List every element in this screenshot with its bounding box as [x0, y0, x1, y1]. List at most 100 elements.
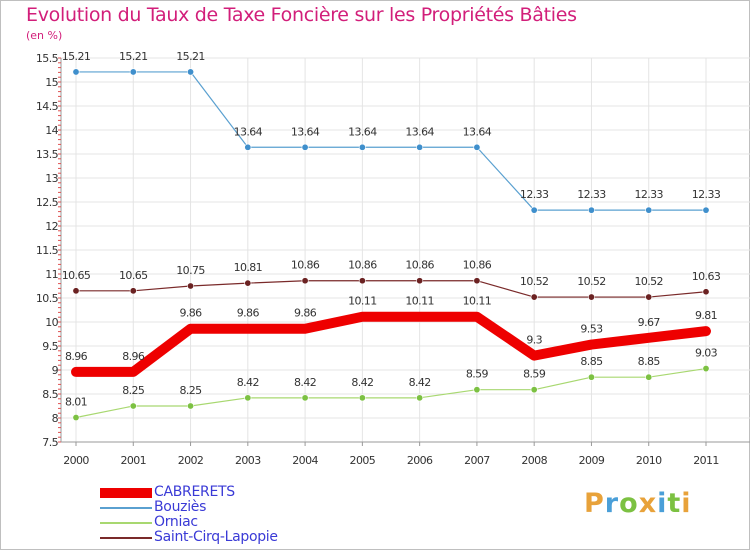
data-label: 10.65 — [62, 269, 91, 282]
data-label: 10.75 — [176, 264, 205, 277]
data-label: 8.85 — [580, 355, 603, 368]
y-tick-label: 12.5 — [36, 196, 59, 209]
y-tick-label: 11 — [45, 268, 58, 281]
data-label: 9.81 — [695, 309, 717, 322]
data-label: 13.64 — [291, 125, 320, 138]
data-point — [702, 206, 710, 214]
data-label: 10.52 — [577, 275, 606, 288]
data-point — [187, 68, 195, 76]
data-label: 9.03 — [695, 347, 718, 360]
data-label: 8.42 — [237, 376, 259, 389]
brand-letter: t — [667, 488, 682, 519]
brand-letter: o — [619, 488, 639, 519]
legend-swatch — [100, 536, 152, 539]
data-label: 9.86 — [294, 307, 317, 320]
legend-item: Orniac — [100, 515, 278, 530]
data-label: 12.33 — [692, 188, 721, 201]
data-label: 12.33 — [520, 188, 549, 201]
data-point — [72, 287, 80, 295]
data-point — [244, 394, 252, 402]
data-label: 8.42 — [294, 376, 316, 389]
data-label: 10.86 — [405, 259, 434, 272]
x-tick-label: 2005 — [350, 454, 376, 467]
x-tick-label: 2007 — [464, 454, 490, 467]
data-label: 8.85 — [638, 355, 661, 368]
data-point — [702, 365, 710, 373]
data-point — [129, 402, 137, 410]
data-point — [587, 293, 595, 301]
data-point — [129, 68, 137, 76]
data-point — [416, 143, 424, 151]
data-point — [129, 287, 137, 295]
data-point — [530, 206, 538, 214]
data-label: 13.64 — [348, 125, 377, 138]
data-point — [72, 68, 80, 76]
y-tick-label: 11.5 — [36, 244, 59, 257]
legend-swatch — [100, 487, 152, 498]
data-label: 12.33 — [634, 188, 663, 201]
brand-letter: P — [584, 488, 605, 519]
data-label: 8.42 — [351, 376, 373, 389]
data-point — [473, 277, 481, 285]
x-tick-label: 2001 — [120, 454, 146, 467]
data-label: 8.96 — [65, 350, 88, 363]
data-point — [587, 206, 595, 214]
data-label: 8.01 — [65, 396, 87, 409]
y-tick-label: 8.5 — [42, 388, 58, 401]
data-point — [587, 373, 595, 381]
data-label: 8.42 — [409, 376, 431, 389]
data-point — [187, 282, 195, 290]
x-tick-label: 2006 — [407, 454, 433, 467]
x-tick-label: 2003 — [235, 454, 261, 467]
data-label: 12.33 — [577, 188, 606, 201]
y-tick-label: 10 — [45, 316, 58, 329]
x-tick-label: 2009 — [579, 454, 605, 467]
brand-letter: r — [604, 488, 620, 519]
data-label: 9.53 — [580, 323, 603, 336]
data-label: 15.21 — [176, 50, 205, 63]
data-point — [645, 293, 653, 301]
data-point — [530, 293, 538, 301]
data-label: 10.81 — [234, 261, 263, 274]
data-label: 10.52 — [520, 275, 549, 288]
data-label: 15.21 — [62, 50, 91, 63]
data-point — [473, 386, 481, 394]
data-label: 10.11 — [405, 295, 434, 308]
brand-letter: x — [638, 488, 658, 519]
chart-legend: CABRERETS Bouziès Orniac Saint-Cirq-Lapopie — [100, 485, 278, 545]
data-label: 8.25 — [122, 384, 145, 397]
data-point — [702, 288, 710, 296]
x-tick-label: 2010 — [636, 454, 662, 467]
data-label: 10.86 — [463, 259, 492, 272]
y-tick-label: 9 — [52, 364, 59, 377]
x-tick-label: 2008 — [521, 454, 547, 467]
y-tick-label: 15 — [45, 76, 58, 89]
brand-logo: Proxiti — [584, 488, 692, 519]
legend-item: Bouziès — [100, 500, 278, 515]
legend-item: CABRERETS — [100, 485, 278, 500]
data-point — [72, 414, 80, 422]
data-label: 10.11 — [348, 295, 377, 308]
data-point — [473, 143, 481, 151]
data-point — [301, 394, 309, 402]
data-label: 10.63 — [692, 270, 721, 283]
data-point — [530, 386, 538, 394]
data-label: 9.86 — [237, 307, 260, 320]
legend-item: Saint-Cirq-Lapopie — [100, 530, 278, 545]
y-tick-label: 15.5 — [36, 52, 59, 65]
data-point — [358, 394, 366, 402]
data-label: 15.21 — [119, 50, 148, 63]
data-point — [244, 143, 252, 151]
y-tick-label: 12 — [45, 220, 58, 233]
data-label: 9.3 — [526, 334, 542, 347]
brand-letter: i — [681, 488, 692, 519]
data-label: 8.59 — [466, 368, 489, 381]
data-point — [416, 394, 424, 402]
legend-label: Saint-Cirq-Lapopie — [154, 529, 278, 545]
legend-label: Orniac — [154, 514, 198, 530]
y-tick-label: 13 — [45, 172, 58, 185]
x-tick-label: 2000 — [63, 454, 89, 467]
legend-label: CABRERETS — [154, 484, 235, 500]
